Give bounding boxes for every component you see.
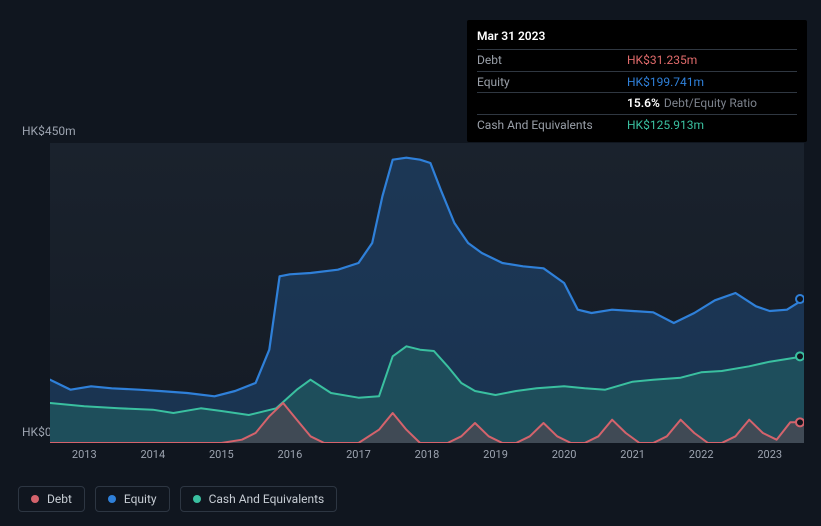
chart-tooltip: Mar 31 2023 Debt HK$31.235m Equity HK$19… xyxy=(467,20,807,142)
x-tick: 2022 xyxy=(689,448,714,461)
x-tick: 2019 xyxy=(483,448,508,461)
legend-item-cash[interactable]: Cash And Equivalents xyxy=(180,486,338,512)
legend-item-equity[interactable]: Equity xyxy=(95,486,170,512)
tooltip-equity-label: Equity xyxy=(477,74,627,91)
area-chart[interactable] xyxy=(50,143,804,443)
legend-label-cash: Cash And Equivalents xyxy=(209,492,325,506)
legend-dot-equity xyxy=(108,495,116,503)
x-tick: 2023 xyxy=(757,448,782,461)
y-axis-max-label: HK$450m xyxy=(22,124,76,138)
legend-dot-debt xyxy=(31,495,39,503)
x-tick: 2016 xyxy=(278,448,303,461)
legend-item-debt[interactable]: Debt xyxy=(18,486,85,512)
legend: Debt Equity Cash And Equivalents xyxy=(18,486,337,512)
tooltip-debt-value: HK$31.235m xyxy=(627,52,797,69)
tooltip-ratio-label: Debt/Equity Ratio xyxy=(664,96,757,110)
x-tick: 2017 xyxy=(346,448,371,461)
tooltip-debt-label: Debt xyxy=(477,52,627,69)
x-tick: 2014 xyxy=(140,448,165,461)
tooltip-ratio-value: 15.6% xyxy=(627,96,660,110)
x-tick: 2018 xyxy=(415,448,440,461)
legend-label-equity: Equity xyxy=(124,492,157,506)
tooltip-ratio: 15.6% Debt/Equity Ratio xyxy=(627,95,797,112)
x-axis: 2013 2014 2015 2016 2017 2018 2019 2020 2021 2022… xyxy=(50,448,804,462)
x-tick: 2021 xyxy=(620,448,645,461)
x-tick: 2020 xyxy=(552,448,577,461)
tooltip-cash-label: Cash And Equivalents xyxy=(477,117,627,134)
tooltip-cash-value: HK$125.913m xyxy=(627,117,797,134)
plot-svg xyxy=(50,143,804,443)
legend-label-debt: Debt xyxy=(47,492,72,506)
x-tick: 2013 xyxy=(72,448,97,461)
x-tick: 2015 xyxy=(209,448,234,461)
legend-dot-cash xyxy=(193,495,201,503)
tooltip-date: Mar 31 2023 xyxy=(477,26,797,49)
tooltip-ratio-spacer xyxy=(477,95,627,112)
y-axis-zero-label: HK$0 xyxy=(22,425,52,439)
tooltip-equity-value: HK$199.741m xyxy=(627,74,797,91)
